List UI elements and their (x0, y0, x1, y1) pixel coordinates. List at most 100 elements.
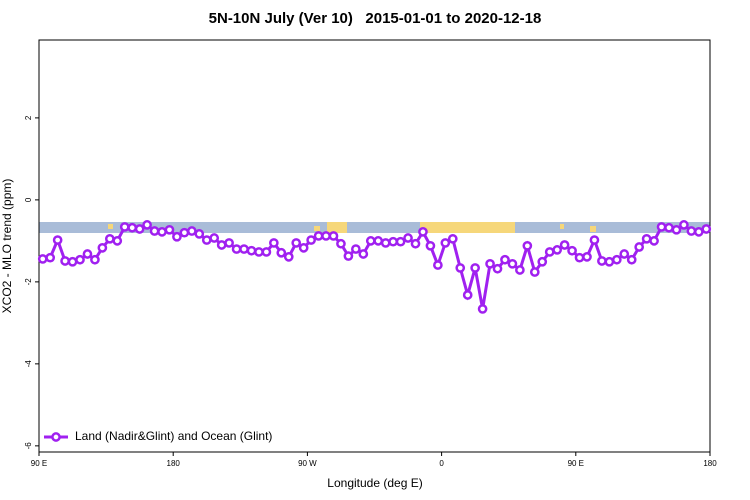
data-point (433, 260, 443, 270)
y-tick-label: -4 (24, 360, 33, 368)
data-point (90, 254, 100, 265)
data-point (410, 238, 421, 249)
data-point (679, 220, 689, 230)
land-patch (420, 222, 515, 233)
data-point (45, 252, 56, 263)
x-axis-label: Longitude (deg E) (327, 476, 422, 490)
ocean-band (39, 222, 710, 233)
data-point (351, 244, 361, 254)
land-patch (590, 226, 596, 232)
legend-marker (51, 432, 61, 442)
data-point (261, 247, 272, 257)
data-point (671, 224, 682, 235)
data-point (276, 247, 287, 258)
legend-label: Land (Nadir&Glint) and Ocean (Glint) (75, 429, 272, 443)
data-point (559, 240, 570, 250)
data-point (67, 256, 78, 267)
data-point (142, 220, 152, 230)
data-point (134, 224, 145, 234)
data-point (254, 247, 264, 257)
data-point (619, 249, 630, 259)
data-point (298, 242, 309, 253)
data-point (604, 256, 615, 267)
x-tick-label: 90 W (298, 459, 317, 468)
x-tick-label: 0 (439, 459, 444, 468)
data-point (365, 236, 376, 246)
data-point (649, 236, 659, 246)
y-axis-label: XCO2 - MLO trend (ppm) (0, 179, 14, 314)
data-point (641, 233, 652, 244)
data-point (492, 263, 503, 274)
data-point (597, 256, 607, 266)
data-point (500, 254, 510, 265)
data-point (216, 240, 227, 250)
data-point (194, 229, 205, 239)
x-tick-label: 180 (167, 459, 181, 468)
data-point (172, 231, 182, 242)
data-point (231, 244, 242, 254)
data-point (201, 235, 212, 245)
data-point (179, 227, 190, 238)
data-point (425, 240, 436, 251)
y-tick-label: 0 (24, 197, 33, 202)
data-point (582, 252, 592, 262)
data-point (306, 235, 316, 245)
data-point (455, 263, 466, 273)
data-point (224, 238, 234, 248)
data-point (462, 290, 473, 300)
x-tick-label: 180 (703, 459, 717, 468)
data-point (589, 235, 600, 245)
data-point (574, 252, 585, 263)
data-point (246, 245, 257, 256)
land-patch (108, 224, 113, 229)
data-point (634, 242, 645, 252)
data-point (60, 256, 70, 266)
x-tick-label: 90 E (568, 459, 584, 468)
data-point (477, 304, 488, 314)
data-point (380, 238, 391, 248)
land-patch (314, 226, 320, 231)
data-point (269, 238, 279, 248)
data-point (388, 236, 398, 247)
data-point (485, 258, 495, 269)
plot-frame (38, 39, 711, 453)
data-point (75, 254, 85, 265)
data-point (239, 244, 249, 254)
land-patch (560, 224, 564, 229)
data-point (447, 233, 458, 244)
data-point (321, 231, 331, 241)
data-point (336, 238, 346, 249)
data-point (529, 267, 540, 277)
data-point (507, 258, 518, 269)
data-point (52, 235, 63, 245)
data-point (537, 256, 548, 267)
data-point (283, 252, 294, 262)
data-point (440, 238, 451, 248)
data-point (515, 265, 525, 275)
data-point (127, 222, 138, 233)
data-point (567, 245, 577, 256)
data-point (664, 222, 674, 233)
data-point (403, 233, 413, 243)
data-point (686, 226, 697, 236)
data-point (656, 222, 667, 232)
data-point (291, 238, 302, 248)
data-point (37, 254, 48, 264)
y-tick-label: 2 (24, 115, 33, 120)
data-point (552, 245, 563, 255)
data-point (395, 236, 406, 247)
data-point (97, 242, 108, 253)
data-point (209, 233, 220, 243)
data-point (149, 226, 160, 236)
data-point (119, 222, 130, 232)
land-patch (327, 222, 347, 233)
data-point (611, 254, 622, 265)
data-point (112, 236, 123, 246)
data-point (157, 227, 167, 237)
data-point (544, 247, 555, 257)
data-point (470, 263, 480, 273)
data-point (164, 224, 175, 235)
data-point (693, 227, 704, 237)
map-strip (39, 222, 710, 233)
y-tick-label: -6 (24, 442, 33, 450)
